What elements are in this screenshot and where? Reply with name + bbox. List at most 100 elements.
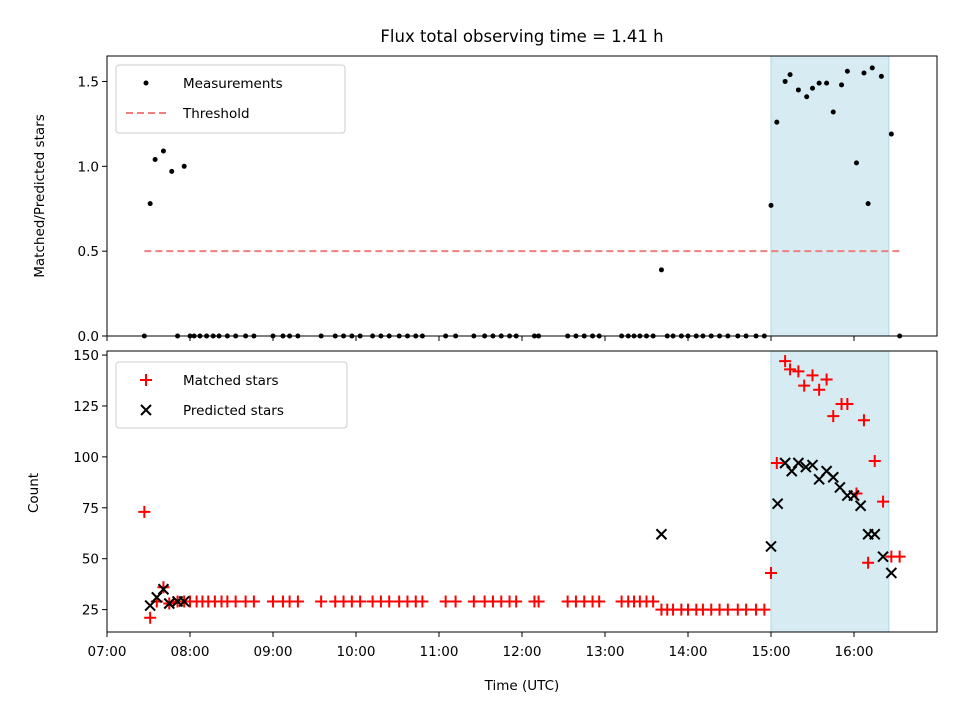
legend-measurements-marker	[143, 80, 149, 86]
predicted-star-point	[885, 567, 898, 579]
measurement-point	[658, 267, 664, 273]
matched-star-point	[862, 556, 875, 569]
matched-star-point	[532, 595, 545, 608]
predicted-star-point	[877, 550, 889, 563]
top-y-axis-label: Matched/Predicted stars	[32, 114, 48, 277]
measurement-point	[853, 160, 859, 166]
predicted-star-point	[800, 461, 812, 473]
top-x-ticks	[106, 336, 855, 341]
matched-star-point	[144, 611, 157, 624]
bottom-y-ticks: 25 50 75 100 125 150	[73, 348, 107, 619]
x-tick-label: 16:00	[835, 644, 874, 660]
measurement-point	[810, 85, 815, 91]
predicted-star-point	[806, 459, 819, 471]
top-shaded-span	[770, 55, 890, 337]
measurement-point	[804, 94, 810, 100]
bottom-x-ticks: 07:00 08:00 09:00 10:00 11:00 12:00 13:00 14:00…	[88, 632, 874, 660]
x-tick-label: 13:00	[586, 644, 625, 660]
matched-star-point	[416, 595, 429, 608]
matched-star-point	[868, 454, 881, 467]
x-tick-label: 10:00	[337, 644, 376, 660]
measurement-point	[861, 70, 867, 76]
y-tick-label: 50	[82, 552, 99, 568]
matched-star-point	[354, 595, 367, 608]
legend-matched-label: Matched stars	[183, 373, 279, 389]
x-tick-label: 14:00	[669, 644, 708, 660]
matched-star-point	[770, 456, 783, 469]
y-tick-label: 0.5	[78, 244, 99, 260]
x-tick-label: 11:00	[420, 644, 459, 660]
measurement-point	[878, 73, 884, 79]
matched-star-point	[841, 397, 854, 410]
measurement-point	[839, 82, 845, 88]
measurement-point	[869, 65, 875, 71]
measurement-point	[888, 131, 894, 137]
matched-star-point	[449, 595, 462, 608]
bottom-shaded-span	[770, 350, 890, 633]
measurement-point	[824, 80, 830, 86]
matched-star-point	[510, 595, 523, 608]
measurement-point	[844, 68, 850, 74]
predicted-star-point	[792, 457, 805, 469]
predicted-star-point	[869, 528, 881, 540]
predicted-star-point	[854, 500, 867, 512]
predicted-star-point	[157, 583, 170, 595]
top-legend: Measurements Threshold	[115, 64, 346, 134]
measurement-point	[768, 202, 774, 208]
legend-threshold-label: Threshold	[182, 106, 250, 122]
bottom-legend: Matched stars Predicted stars	[115, 361, 348, 429]
measurement-point	[787, 72, 793, 78]
predicted-star-point	[771, 498, 784, 510]
x-tick-label: 09:00	[254, 644, 293, 660]
matched-star-point	[893, 550, 906, 563]
matched-star-point	[792, 365, 805, 378]
predicted-star-point	[779, 457, 791, 469]
x-axis-label: Time (UTC)	[484, 678, 560, 694]
x-tick-label: 07:00	[88, 644, 127, 660]
measurement-point	[181, 163, 187, 169]
matched-star-point	[857, 414, 870, 427]
shaded-span-rect	[770, 55, 890, 337]
measurement-point	[147, 201, 153, 207]
matched-star-point	[157, 581, 170, 594]
predicted-star-point	[765, 540, 777, 553]
legend-matched-marker	[140, 374, 152, 386]
matched-star-point	[798, 379, 811, 392]
predicted-star-point	[827, 471, 839, 483]
matched-star-point	[758, 603, 771, 616]
top-legend-box	[115, 64, 346, 134]
predicted-star-point	[151, 591, 163, 604]
top-panel: 0.0 0.5 1.0 1.5 Matched/Predicted stars Mea…	[32, 55, 938, 345]
matched-star-point	[291, 595, 304, 608]
predicted-star-point	[848, 489, 860, 502]
x-tick-label: 15:00	[752, 644, 791, 660]
x-tick-label: 08:00	[171, 644, 210, 660]
predicted-star-point	[655, 528, 668, 540]
matched-star-point	[827, 410, 840, 423]
matched-star-point	[877, 495, 890, 508]
bottom-legend-box	[115, 361, 348, 429]
y-tick-label: 25	[82, 603, 99, 619]
bottom-y-axis-label: Count	[26, 473, 42, 513]
shaded-span-rect	[770, 350, 890, 633]
legend-measurements-label: Measurements	[183, 76, 283, 92]
y-tick-label: 150	[73, 348, 99, 364]
y-tick-label: 100	[73, 450, 99, 466]
measurement-point	[152, 157, 158, 163]
y-tick-label: 125	[73, 399, 99, 415]
measurement-point	[816, 80, 822, 86]
matched-star-point	[813, 383, 826, 396]
measurement-point	[169, 168, 175, 174]
y-tick-label: 1.0	[78, 159, 99, 175]
predicted-star-point	[163, 597, 175, 610]
matched-star-point	[784, 363, 797, 376]
matched-star-point	[806, 369, 819, 382]
matched-star-point	[820, 373, 833, 386]
bottom-count-points	[138, 355, 906, 624]
legend-predicted-marker	[140, 404, 152, 416]
matched-star-point	[765, 566, 777, 579]
top-y-ticks: 0.0 0.5 1.0 1.5	[78, 74, 107, 345]
predicted-star-point	[144, 599, 156, 612]
x-tick-label: 12:00	[503, 644, 542, 660]
